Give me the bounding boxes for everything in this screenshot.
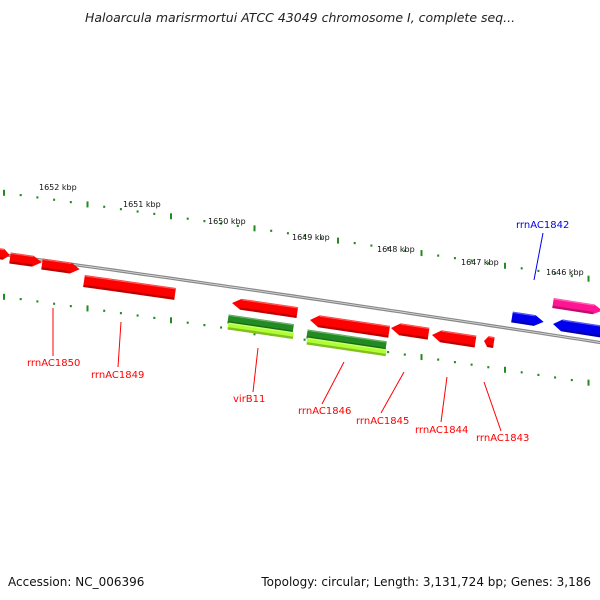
gene-highlight xyxy=(228,314,294,326)
gene-shade xyxy=(487,344,494,348)
gene-rrnAC1842-b[interactable] xyxy=(552,318,600,338)
scale-labels: 1652 kbp 1651 kbp 1650 kbp 1649 kbp 1648 kbp… xyxy=(39,183,584,277)
gene-body xyxy=(232,298,299,318)
leader-line xyxy=(321,361,345,405)
gene-body xyxy=(306,329,387,351)
gene-rrnAC1850[interactable] xyxy=(41,258,80,275)
gene-body xyxy=(432,330,477,348)
gene-shade xyxy=(227,321,294,333)
gene-forward-1[interactable] xyxy=(0,247,11,261)
gene-label[interactable]: rrnAC1842 xyxy=(516,220,569,231)
map-title: Haloarcula marisrmortui ATCC 43049 chrom… xyxy=(84,10,516,25)
gene-shade xyxy=(41,267,71,274)
gene-virB11-green[interactable] xyxy=(227,314,294,333)
gene-highlight xyxy=(512,311,536,317)
gene-highlight xyxy=(0,247,5,251)
leader-line xyxy=(533,232,544,281)
scale-label: 1647 kbp xyxy=(461,258,499,267)
gene-body xyxy=(227,322,294,339)
scale-label: 1651 kbp xyxy=(123,200,161,209)
gene-highlight xyxy=(241,299,299,309)
gene-shade xyxy=(439,339,475,348)
gene-rrnAC1846[interactable] xyxy=(309,314,391,338)
gene-labels[interactable]: rrnAC1850 rrnAC1849 virB11 rrnAC1846 rrnAC18… xyxy=(27,220,569,444)
gene-forward-pink[interactable] xyxy=(552,298,600,316)
gene-body xyxy=(553,319,600,338)
gene-label[interactable]: rrnAC1850 xyxy=(27,358,80,369)
scale-label: 1652 kbp xyxy=(39,183,77,192)
gene-highlight xyxy=(307,329,387,343)
gene-body xyxy=(9,252,42,267)
gene-highlight xyxy=(488,336,495,339)
gene-label[interactable]: rrnAC1846 xyxy=(298,406,351,417)
label-leaders xyxy=(52,232,544,432)
gene-shade xyxy=(560,328,600,338)
gene-shade xyxy=(552,305,594,315)
gene-label[interactable]: rrnAC1845 xyxy=(356,416,409,427)
gene-rrnAC1843[interactable] xyxy=(483,336,495,348)
gene-highlight xyxy=(553,298,595,306)
gene-rrnAC1846-green[interactable] xyxy=(306,329,387,351)
gene-body xyxy=(391,323,430,340)
gene-rrnAC1849[interactable] xyxy=(83,275,176,300)
gene-body xyxy=(41,258,80,274)
gene-highlight xyxy=(400,323,430,330)
gene-rrnAC1842-a[interactable] xyxy=(511,311,544,328)
gene-highlight xyxy=(441,330,477,338)
scale-label: 1649 kbp xyxy=(292,233,330,242)
gene-body xyxy=(0,247,10,260)
gene-label[interactable]: rrnAC1843 xyxy=(476,433,529,444)
gene-highlight xyxy=(562,319,600,328)
scale-label: 1650 kbp xyxy=(208,217,246,226)
gene-shade xyxy=(306,342,386,357)
chromosome-backbone xyxy=(0,252,600,345)
gene-virB11[interactable] xyxy=(231,298,299,318)
gene-highlight xyxy=(84,275,176,290)
scale-label: 1646 kbp xyxy=(546,268,584,277)
gene-features[interactable] xyxy=(0,247,600,357)
accession-label: Accession: NC_006396 xyxy=(8,575,145,589)
gene-shade xyxy=(318,324,389,338)
gene-rrnAC1846-lightgreen[interactable] xyxy=(306,337,387,357)
topology-summary: Topology: circular; Length: 3,131,724 bp… xyxy=(261,575,591,589)
gene-shade xyxy=(227,327,294,339)
gene-forward-2[interactable] xyxy=(9,252,42,268)
gene-body xyxy=(227,314,294,333)
scale-label: 1648 kbp xyxy=(377,245,415,254)
gene-body xyxy=(306,337,387,357)
gene-shade xyxy=(399,332,429,340)
gene-body xyxy=(310,315,391,338)
gene-shade xyxy=(511,320,535,326)
gene-shade xyxy=(83,284,175,300)
leader-line xyxy=(440,376,448,423)
gene-rrnAC1845[interactable] xyxy=(390,322,430,340)
gene-body xyxy=(484,336,495,348)
gene-body xyxy=(511,311,544,326)
gene-shade xyxy=(0,256,4,260)
gene-highlight xyxy=(228,322,294,334)
gene-highlight xyxy=(307,337,387,351)
gene-highlight xyxy=(319,315,390,328)
leader-line xyxy=(483,381,502,432)
gene-body xyxy=(552,298,600,315)
gene-label[interactable]: rrnAC1844 xyxy=(415,425,468,436)
gene-label[interactable]: rrnAC1849 xyxy=(91,370,144,381)
gene-highlight xyxy=(10,252,34,258)
gene-label[interactable]: virB11 xyxy=(233,394,265,405)
leader-line xyxy=(117,321,122,368)
gene-shade xyxy=(9,261,33,267)
leader-line xyxy=(380,371,405,414)
gene-shade xyxy=(306,336,386,351)
leader-line xyxy=(252,347,259,393)
gene-rrnAC1844[interactable] xyxy=(431,329,477,348)
gene-body xyxy=(83,275,176,300)
gene-virB11-lightgreen[interactable] xyxy=(227,322,294,339)
gene-shade xyxy=(240,307,297,318)
gene-highlight xyxy=(42,258,72,264)
backbone-highlight xyxy=(0,253,600,343)
